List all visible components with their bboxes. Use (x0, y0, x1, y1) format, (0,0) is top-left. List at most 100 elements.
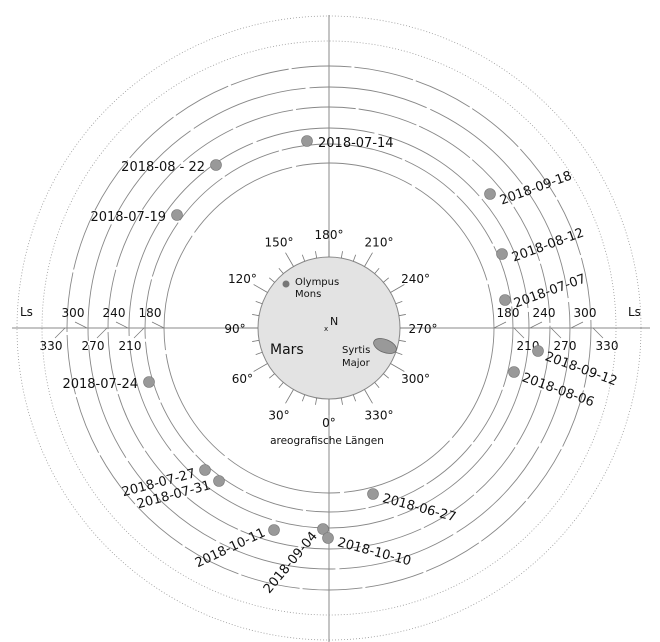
longitude-label: 300° (401, 372, 430, 386)
observation-dot (484, 188, 496, 200)
longitude-tick (383, 277, 390, 283)
observation: 2018-07-24 (62, 376, 155, 392)
longitude-tick (278, 382, 284, 389)
syrtis-major-label: Major (342, 358, 371, 369)
observation-date: 2018-08 - 22 (121, 160, 205, 175)
longitude-tick (374, 267, 380, 274)
longitude-label: 90° (224, 322, 245, 336)
ls-leader (115, 321, 129, 329)
longitude-label: 120° (228, 272, 257, 286)
observation: 2018-10-11 (193, 524, 280, 572)
ls-value-left: 240 (103, 306, 126, 320)
ls-value-right: 300 (574, 306, 597, 320)
observation-dot (171, 209, 183, 221)
longitude-tick (252, 339, 260, 342)
ls-value-right: 240 (533, 306, 556, 320)
ls-leader (529, 321, 543, 329)
ls-leader (151, 321, 165, 329)
observation: 2018-08 - 22 (121, 159, 222, 175)
observation: 2018-09-18 (484, 169, 574, 208)
ls-label-left: Ls (20, 305, 33, 319)
ls-leader (493, 321, 507, 329)
longitude-tick (390, 363, 405, 372)
observation-dot (213, 475, 225, 487)
longitude-tick (253, 284, 268, 293)
longitude-tick (252, 314, 260, 317)
observation-date: 2018-06-27 (381, 491, 458, 525)
olympus-mons-marker (282, 280, 290, 288)
longitude-tick (364, 389, 373, 404)
longitude-tick (340, 397, 343, 405)
longitude-tick (374, 382, 380, 389)
observation-dot (508, 366, 520, 378)
longitude-tick (285, 252, 294, 267)
observation: 2018-07-19 (90, 209, 183, 225)
longitude-tick (398, 339, 406, 342)
longitude-label: 60° (232, 372, 253, 386)
observation-dot (199, 464, 211, 476)
ls-value-left: 180 (139, 306, 162, 320)
longitude-tick (255, 351, 263, 356)
observation-dot (143, 376, 155, 388)
ls-value-left: 300 (62, 306, 85, 320)
longitude-tick (352, 254, 357, 262)
longitude-label: 180° (315, 228, 344, 242)
longitude-tick (315, 251, 318, 259)
ls-value-right: 270 (554, 339, 577, 353)
longitude-label: 330° (365, 409, 394, 423)
longitude-tick (315, 397, 318, 405)
olympus-mons-label: Mons (295, 289, 321, 300)
observation-date: 2018-09-04 (261, 529, 321, 597)
longitude-tick (398, 314, 406, 317)
observation: 2018-08-12 (496, 226, 586, 266)
longitude-tick (352, 394, 357, 402)
longitude-tick (395, 351, 403, 356)
planet-name: Mars (270, 342, 304, 358)
observation: 2018-07-14 (301, 135, 394, 151)
longitude-tick (301, 394, 306, 402)
ls-value-right: 330 (596, 339, 619, 353)
observation-dot (268, 524, 280, 536)
longitude-tick (268, 373, 275, 379)
observation-dot (496, 248, 508, 260)
ls-leader (74, 321, 88, 329)
ls-leader (570, 321, 584, 329)
longitude-caption: areografische Längen (270, 435, 384, 447)
longitude-tick (285, 389, 294, 404)
ls-label-right: Ls (628, 305, 641, 319)
observation: 2018-06-27 (367, 488, 458, 525)
ls-value-left: 270 (82, 339, 105, 353)
longitude-tick (340, 251, 343, 259)
north-pole-marker: x (324, 325, 328, 333)
north-label: N (330, 315, 338, 328)
observation-dot (210, 159, 222, 171)
longitude-tick (301, 254, 306, 262)
observation-date: 2018-07-14 (318, 136, 394, 151)
ls-leader (592, 327, 604, 339)
observation-dot (499, 294, 511, 306)
observation-date: 2018-08-12 (510, 226, 586, 266)
observation-dot (317, 523, 329, 535)
longitude-label: 240° (401, 272, 430, 286)
longitude-label: 0° (322, 416, 336, 430)
observation-dot (367, 488, 379, 500)
ls-value-left: 330 (40, 339, 63, 353)
ls-leader (54, 327, 66, 339)
observation-date: 2018-10-11 (193, 526, 268, 572)
ls-leader (550, 327, 562, 339)
olympus-mons-label: Olympus (295, 277, 339, 288)
observation-dot (322, 532, 334, 544)
longitude-tick (390, 284, 405, 293)
ls-leader (133, 327, 145, 339)
ls-value-left: 210 (119, 339, 142, 353)
longitude-tick (364, 252, 373, 267)
ls-leader (96, 327, 108, 339)
longitude-label: 270° (409, 322, 438, 336)
longitude-tick (278, 267, 284, 274)
observation-date: 2018-10-10 (336, 535, 413, 569)
syrtis-major-marker (373, 338, 397, 354)
longitude-tick (255, 300, 263, 305)
longitude-tick (253, 363, 268, 372)
longitude-label: 150° (265, 235, 294, 249)
